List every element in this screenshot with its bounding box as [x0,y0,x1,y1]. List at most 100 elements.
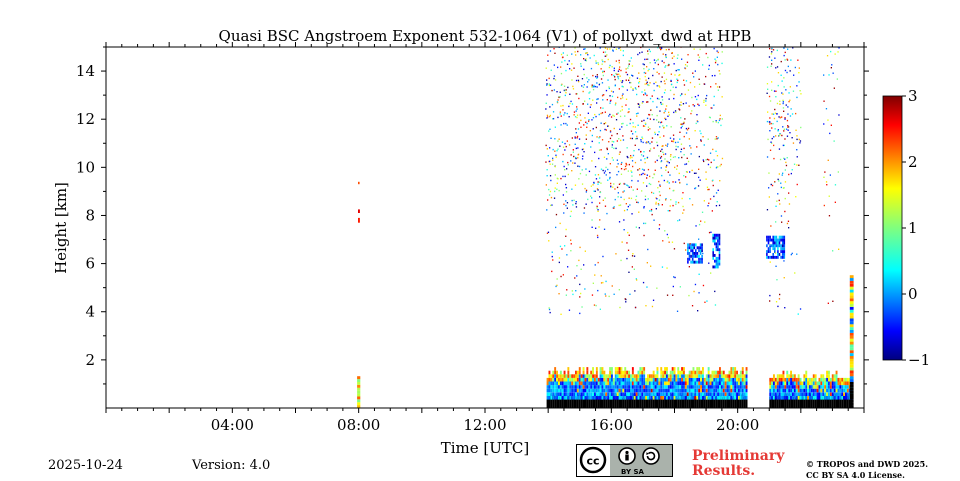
noise-cell [653,68,655,70]
noise-cell [580,63,582,65]
bl-cell [630,374,632,378]
bl-cell [554,388,557,393]
bl-cell [580,396,583,400]
noise-cell [714,304,717,306]
nodata-cell [773,397,775,408]
nodata-cell [818,399,821,408]
bl-cell [799,396,802,400]
noise-cell [710,231,712,233]
noise-cell [606,158,608,160]
noise-cell [620,49,622,51]
noise-cell [576,106,578,108]
bl-cell [599,385,602,389]
noise-cell [656,198,658,200]
noise-cell [643,169,645,171]
noise-cell [557,140,559,142]
noise-cell [674,156,676,158]
noise-cell [589,91,591,93]
bl-cell [845,392,847,396]
bl-cell [717,370,719,375]
noise-cell [828,215,831,217]
nodata-cell [720,398,723,408]
noise-cell [636,135,638,138]
bl-cell [576,392,579,396]
bl-cell [618,385,621,389]
noise-cell [675,86,677,89]
noise-cell [608,141,610,143]
noise-cell [796,135,798,137]
noise-cell [683,209,685,211]
noise-cell [618,68,620,71]
nodata-cell [715,396,718,408]
bl-cell [681,388,683,393]
noise-cell [715,167,718,169]
bl-cell [711,396,714,400]
noise-cell [636,279,638,281]
noise-cell [655,201,657,204]
bl-cell [609,367,611,371]
nodata-cell [605,398,608,408]
bl-cell [641,392,644,396]
bl-cell [603,385,606,389]
bl-cell [795,385,798,389]
bl-cell [569,381,572,386]
noise-cell [591,119,593,121]
bl-cell [720,388,723,393]
noise-cell [617,192,619,194]
noise-cell [623,182,625,185]
noise-cell [779,203,781,205]
bl-cell [816,392,819,396]
noise-cell [769,100,772,102]
noise-cell [618,153,621,155]
bl-cell [673,370,676,375]
bl-cell [799,388,802,393]
bl-cell [660,392,663,396]
noise-cell [635,113,638,115]
noise-cell [830,124,832,126]
noise-cell [634,144,636,146]
noise-cell [556,101,559,104]
noise-cell [771,51,773,53]
noise-cell [587,81,589,83]
noise-cell [602,169,604,172]
nodata-cell [643,397,646,408]
bl-cell [694,374,697,378]
noise-cell [554,150,556,152]
noise-cell [556,177,558,180]
bl-cell [637,377,640,382]
bl-cell [807,377,809,382]
bl-cell [671,370,674,375]
noise-cell [655,203,657,205]
bl-cell [614,381,617,386]
noise-cell [668,98,670,100]
nodata-cell [703,395,706,408]
bl-cell [558,388,560,393]
noise-cell [658,199,661,201]
noise-cell [660,155,663,158]
noise-cell [659,110,661,112]
cc-badge-text: BY SA [621,468,644,476]
noise-cell [643,71,645,74]
noise-cell [564,59,566,62]
bl-cell [694,396,697,400]
noise-cell [562,146,565,148]
nodata-cell [673,398,676,408]
layer-cell [690,260,692,264]
noise-cell [610,90,613,92]
bl-cell [561,377,564,382]
noise-cell [713,159,715,161]
noise-cell [585,138,587,140]
noise-cell [665,199,667,201]
bl-cell [580,392,583,396]
nodata-cell [845,394,847,408]
noise-cell [656,114,658,117]
bl-cell [824,385,827,389]
noise-cell [553,64,555,66]
noise-cell [699,48,701,51]
noise-cell [676,81,678,84]
bl-cell [565,377,568,382]
colorbar-tick-label: 1 [908,219,918,237]
noise-cell [702,284,705,287]
bl-cell [846,377,849,382]
noise-cell [673,63,675,65]
